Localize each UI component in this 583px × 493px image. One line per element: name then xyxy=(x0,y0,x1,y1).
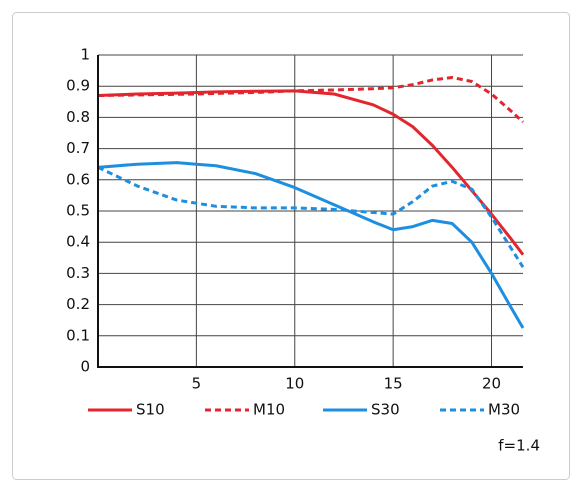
y-tick-label: 0.3 xyxy=(66,264,90,282)
x-tick-label: 20 xyxy=(482,375,501,393)
y-tick-label: 0 xyxy=(80,358,90,376)
legend-label: S30 xyxy=(371,401,400,419)
y-tick-label: 0.1 xyxy=(66,326,90,344)
y-tick-label: 0.6 xyxy=(66,170,90,188)
card xyxy=(12,12,570,480)
y-tick-label: 0.5 xyxy=(66,202,90,220)
x-tick-label: 5 xyxy=(192,375,202,393)
y-tick-label: 0.2 xyxy=(66,295,90,313)
y-tick-label: 0.4 xyxy=(66,233,90,251)
x-tick-label: 15 xyxy=(384,375,403,393)
lines xyxy=(97,75,525,329)
legend-label: S10 xyxy=(136,401,165,419)
legend: S10 M10 S30 M30 xyxy=(88,401,520,419)
x-tick-label: 10 xyxy=(285,375,304,393)
y-tick-label: 1 xyxy=(80,46,90,64)
legend-label: M10 xyxy=(253,401,285,419)
series-line xyxy=(97,75,525,124)
y-tick-label: 0.7 xyxy=(66,139,90,157)
y-tick-label: 0.9 xyxy=(66,77,90,95)
legend-label: M30 xyxy=(488,401,520,419)
grid xyxy=(98,54,523,368)
axes: 00.10.20.30.40.50.60.70.80.915 10 15 20 xyxy=(66,46,523,393)
y-tick-label: 0.8 xyxy=(66,108,90,126)
series-line xyxy=(97,165,525,268)
annotation: f=1.4 xyxy=(498,437,540,455)
series-line xyxy=(97,161,525,329)
